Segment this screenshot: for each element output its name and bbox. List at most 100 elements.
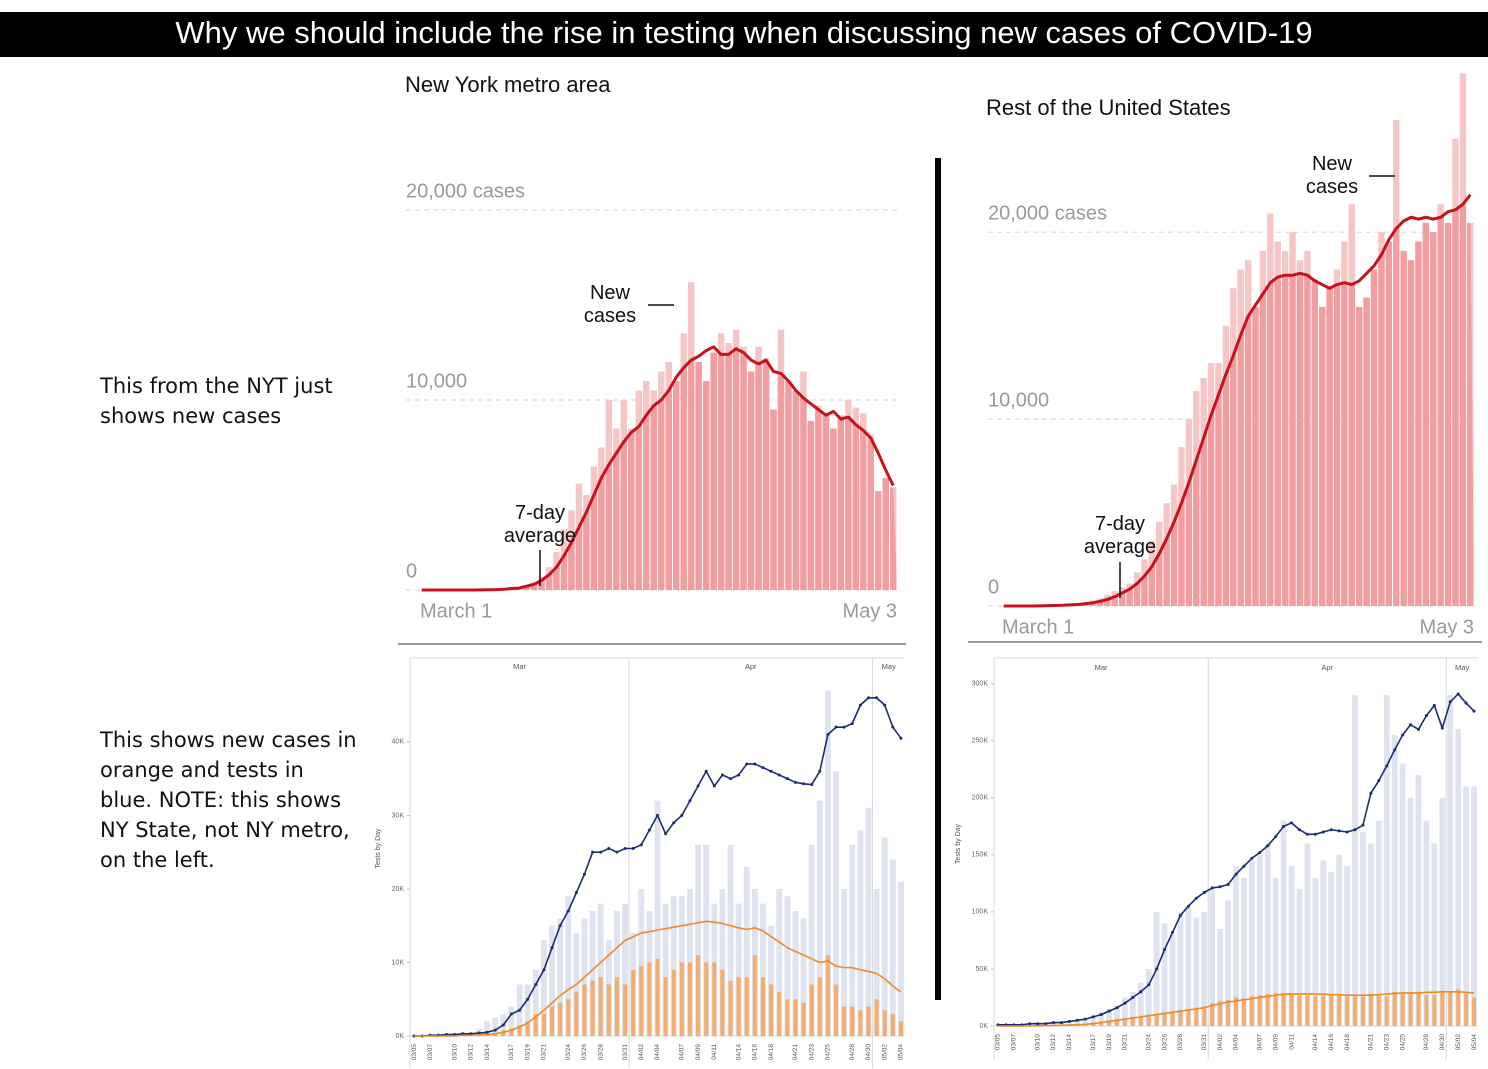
bar-under-average xyxy=(1385,241,1393,606)
bar-under-average xyxy=(1304,250,1311,606)
bar xyxy=(1360,832,1366,1026)
bar xyxy=(760,977,766,1036)
bar xyxy=(687,962,692,1036)
line-marker xyxy=(1123,1001,1127,1005)
x-tick-label: 04/23 xyxy=(808,1044,815,1061)
bar xyxy=(1114,1005,1120,1026)
line-marker xyxy=(623,847,627,850)
month-label: Mar xyxy=(513,662,526,671)
bar xyxy=(719,888,726,1036)
bar xyxy=(695,844,701,1036)
bar xyxy=(1170,1011,1175,1026)
line-marker xyxy=(1274,835,1278,839)
bar-under-average xyxy=(1281,250,1289,606)
bar xyxy=(1225,900,1231,1026)
bar xyxy=(1082,1018,1089,1026)
line-marker xyxy=(1242,864,1246,868)
x-tick-label: 05/04 xyxy=(1471,1034,1478,1051)
line-marker xyxy=(1440,726,1444,730)
bar-under-average xyxy=(860,413,867,590)
line-marker xyxy=(899,736,903,740)
bar xyxy=(817,977,822,1036)
bar-under-average xyxy=(747,371,755,590)
bar xyxy=(1249,860,1255,1026)
line-marker xyxy=(1115,1006,1119,1010)
y-tick-label: 200K xyxy=(972,795,989,802)
bar-under-average xyxy=(1230,288,1237,606)
line-marker xyxy=(1345,830,1349,834)
x-tick-label: 03/26 xyxy=(1161,1034,1168,1051)
bar-under-average xyxy=(1267,213,1274,606)
bar xyxy=(743,866,750,1036)
line-marker xyxy=(1139,990,1143,994)
bar-under-average xyxy=(1156,521,1163,606)
x-tick-label: May 3 xyxy=(1420,616,1474,638)
bar xyxy=(1432,995,1437,1026)
bar xyxy=(777,991,782,1036)
bar xyxy=(557,918,564,1036)
bar-under-average xyxy=(822,415,830,590)
line-marker xyxy=(842,725,846,729)
bar xyxy=(800,918,807,1036)
line-marker xyxy=(688,799,692,803)
bar xyxy=(574,991,579,1036)
y-tick-label: 30K xyxy=(392,812,405,819)
bar xyxy=(484,1021,491,1036)
month-label: May xyxy=(1455,663,1469,672)
y-tick-label: 100K xyxy=(972,909,989,916)
y-tick-label: 250K xyxy=(972,738,989,745)
bar-under-average xyxy=(710,352,717,590)
y-tick-label: 10,000 xyxy=(406,370,467,392)
bar xyxy=(889,859,896,1036)
bar xyxy=(1241,998,1246,1026)
bar xyxy=(1129,991,1136,1026)
line-marker xyxy=(1163,948,1167,952)
line-marker xyxy=(607,847,611,850)
bar xyxy=(865,808,872,1036)
bar xyxy=(858,1010,863,1036)
bar-under-average xyxy=(852,407,860,590)
bar-under-average xyxy=(1259,250,1267,606)
x-tick-label: 05/02 xyxy=(1455,1034,1462,1051)
line-marker xyxy=(1131,995,1135,999)
bar xyxy=(1122,997,1128,1026)
bar-under-average xyxy=(732,346,740,590)
bar-under-average xyxy=(1163,503,1170,606)
line-marker xyxy=(639,843,643,847)
bar xyxy=(1288,866,1295,1026)
line-marker xyxy=(493,1028,497,1032)
line-marker xyxy=(802,782,806,786)
bar-under-average xyxy=(1452,194,1459,607)
bar xyxy=(1122,1018,1127,1026)
bar xyxy=(696,955,701,1036)
bar-under-average xyxy=(755,346,762,590)
bar xyxy=(1226,999,1231,1026)
line-marker xyxy=(858,703,862,707)
bar-under-average xyxy=(1119,587,1126,606)
line-marker xyxy=(1416,727,1420,731)
bar-under-average xyxy=(1133,572,1141,606)
line-marker xyxy=(680,813,684,817)
x-tick-label: 03/12 xyxy=(1050,1034,1057,1051)
x-tick-label: 03/21 xyxy=(1122,1034,1129,1051)
line-marker xyxy=(1091,1015,1095,1019)
bar xyxy=(1050,1022,1057,1026)
bar xyxy=(1448,991,1453,1026)
line-marker xyxy=(1282,824,1286,828)
line-marker xyxy=(509,1012,513,1016)
line-marker xyxy=(1147,983,1151,987)
bar xyxy=(849,844,856,1036)
bar xyxy=(1249,996,1254,1026)
bar-under-average xyxy=(643,381,650,590)
x-tick-label: 04/11 xyxy=(711,1044,718,1060)
bar xyxy=(541,1013,546,1036)
bar xyxy=(736,977,741,1036)
bar xyxy=(1392,991,1397,1026)
line-marker xyxy=(720,773,724,777)
line-marker xyxy=(1210,886,1214,890)
y-tick-label: 150K xyxy=(972,852,989,859)
y-tick-label: 0 xyxy=(406,560,417,582)
bar xyxy=(890,1013,895,1036)
bar xyxy=(857,830,864,1036)
x-tick-label: 04/14 xyxy=(1312,1034,1319,1051)
